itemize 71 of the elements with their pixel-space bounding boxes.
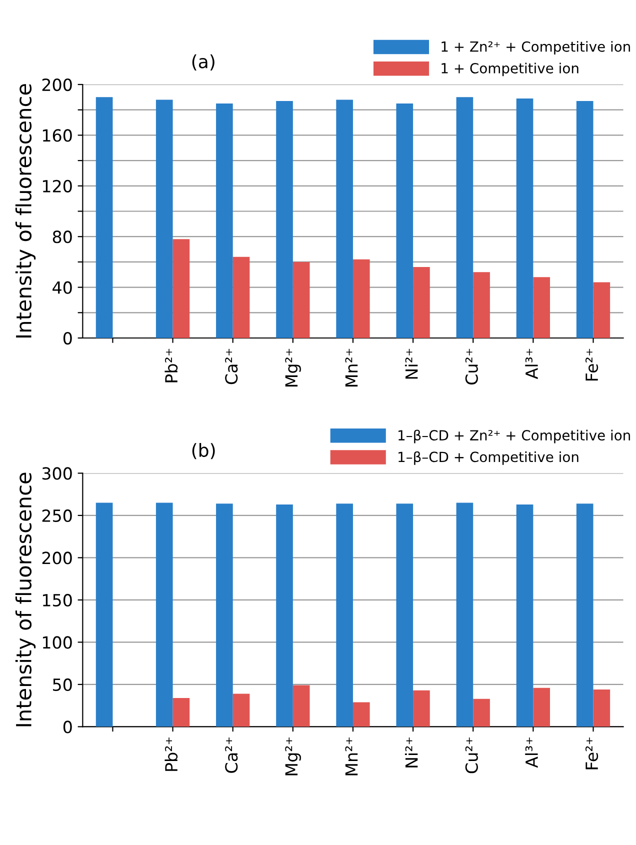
bar bbox=[352, 259, 370, 338]
bar bbox=[533, 688, 550, 727]
bar bbox=[456, 502, 474, 727]
bar bbox=[593, 282, 610, 338]
bar bbox=[593, 690, 610, 727]
text: (a) bbox=[192, 54, 214, 70]
bar bbox=[352, 702, 370, 727]
x-tick-label: Ni²⁺ bbox=[404, 738, 418, 768]
bar bbox=[232, 694, 250, 727]
bar bbox=[216, 504, 233, 727]
x-tick-label: Fe²⁺ bbox=[585, 738, 598, 770]
y-tick-label: 0 bbox=[63, 332, 72, 345]
bar bbox=[232, 256, 250, 338]
y-tick-label: 100 bbox=[42, 636, 72, 649]
bar bbox=[456, 97, 474, 338]
y-tick-label: 80 bbox=[52, 230, 72, 244]
bar bbox=[533, 277, 550, 338]
bar bbox=[172, 698, 190, 727]
bar bbox=[413, 267, 430, 338]
bar bbox=[156, 100, 173, 338]
bar bbox=[473, 698, 490, 727]
bar bbox=[276, 504, 293, 727]
x-tick-label: Ca²⁺ bbox=[225, 738, 238, 773]
y-tick-label: 40 bbox=[52, 281, 72, 294]
x-tick-label: Fe²⁺ bbox=[585, 348, 598, 380]
legend-label: 1 + Competitive ion bbox=[442, 62, 578, 76]
bar bbox=[156, 502, 173, 727]
legend-label: 1–β–CD + Zn²⁺ + Competitive ion bbox=[398, 430, 630, 444]
x-tick-label: Ni²⁺ bbox=[404, 348, 418, 379]
legend-label: 1–β–CD + Competitive ion bbox=[398, 451, 578, 465]
y-axis-title: Intensity of fluorescence bbox=[15, 472, 36, 726]
x-tick-label: Cu²⁺ bbox=[465, 738, 478, 774]
x-tick-label: Mn²⁺ bbox=[345, 348, 358, 387]
bar bbox=[516, 98, 534, 338]
bar bbox=[276, 100, 293, 338]
bar bbox=[576, 100, 594, 338]
x-tick-label: Cu²⁺ bbox=[465, 348, 478, 384]
y-tick-label: 160 bbox=[42, 129, 72, 142]
bar bbox=[576, 504, 594, 727]
y-tick-label: 120 bbox=[42, 180, 72, 192]
x-tick-label: Mn²⁺ bbox=[345, 738, 358, 776]
bar bbox=[413, 690, 430, 727]
bar bbox=[96, 97, 113, 338]
bar bbox=[216, 104, 233, 338]
bar bbox=[336, 504, 353, 727]
x-tick-label: Pb²⁺ bbox=[164, 348, 178, 382]
bar bbox=[473, 272, 490, 338]
y-tick-label: 300 bbox=[42, 467, 72, 480]
legend-label: 1 + Zn²⁺ + Competitive ion bbox=[442, 41, 630, 55]
y-tick-label: 50 bbox=[53, 678, 72, 692]
y-tick-label: 200 bbox=[42, 78, 72, 92]
bar bbox=[96, 502, 113, 727]
bar bbox=[292, 262, 310, 338]
bar bbox=[396, 104, 414, 338]
bar bbox=[292, 685, 310, 727]
text: (b) bbox=[192, 443, 215, 460]
y-tick-label: 250 bbox=[42, 509, 72, 522]
y-tick-label: 0 bbox=[63, 720, 72, 734]
y-tick-label: 200 bbox=[42, 552, 72, 564]
x-tick-label: Mg²⁺ bbox=[285, 738, 301, 776]
y-axis-title: Intensity of fluorescence bbox=[15, 84, 36, 338]
x-tick-label: Pb²⁺ bbox=[164, 738, 178, 771]
bar bbox=[396, 504, 414, 727]
bar bbox=[172, 239, 190, 338]
y-tick-label: 150 bbox=[42, 594, 72, 607]
x-tick-label: Ca²⁺ bbox=[225, 348, 238, 384]
x-tick-label: Al³⁺ bbox=[525, 348, 538, 380]
x-tick-label: Mg²⁺ bbox=[285, 348, 301, 387]
bar bbox=[336, 100, 353, 338]
x-tick-label: Al³⁺ bbox=[525, 738, 538, 768]
bar bbox=[516, 504, 534, 727]
